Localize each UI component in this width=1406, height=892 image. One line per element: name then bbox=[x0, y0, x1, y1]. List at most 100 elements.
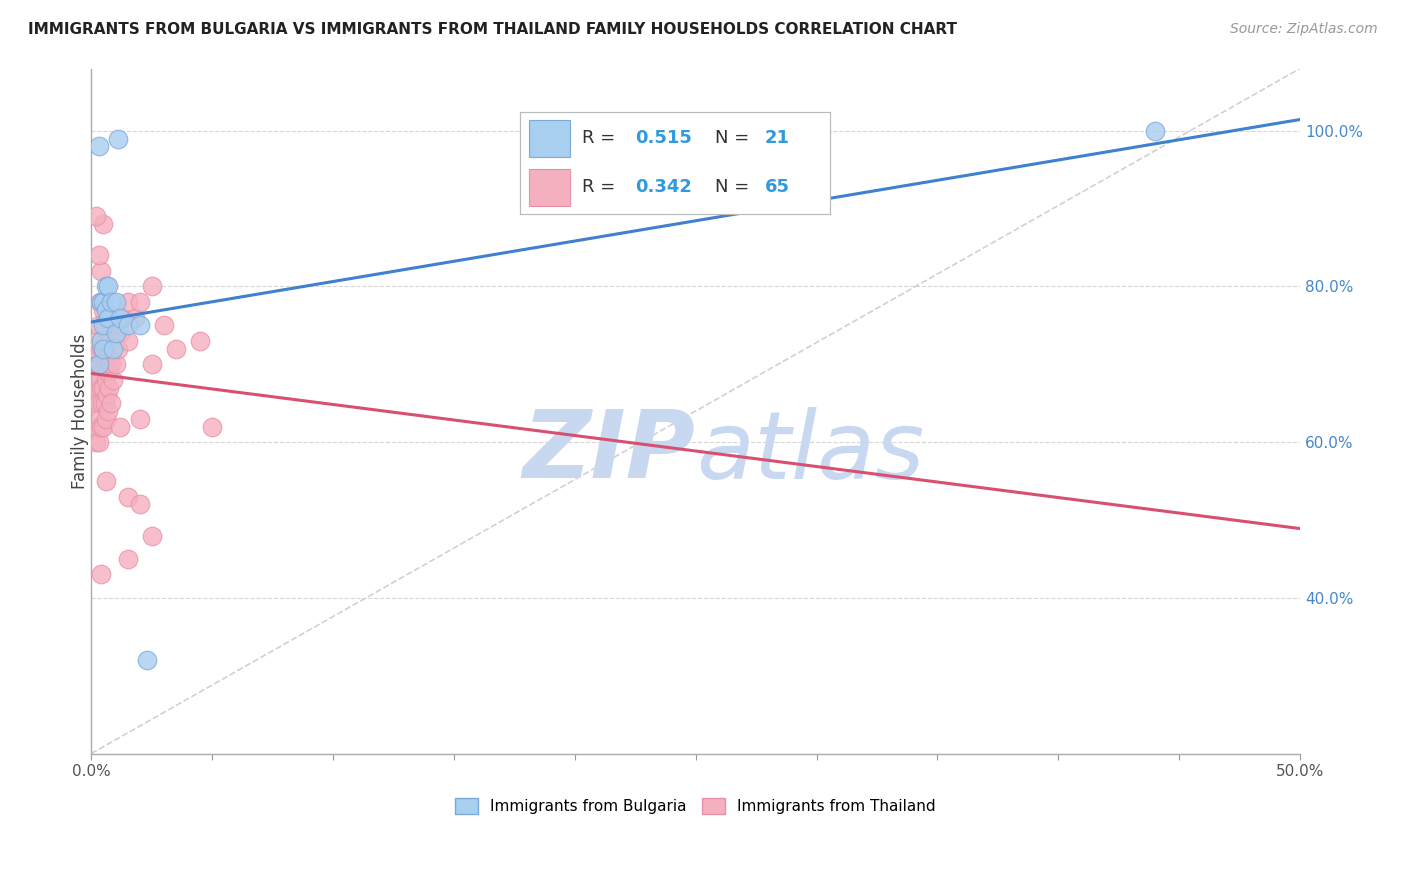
Point bbox=[97, 310, 120, 325]
Point bbox=[101, 342, 124, 356]
Point bbox=[110, 326, 132, 341]
Point bbox=[110, 310, 132, 325]
Text: IMMIGRANTS FROM BULGARIA VS IMMIGRANTS FROM THAILAND FAMILY HOUSEHOLDS CORRELATI: IMMIGRANTS FROM BULGARIA VS IMMIGRANTS F… bbox=[28, 22, 957, 37]
Point bbox=[84, 373, 107, 387]
Point bbox=[104, 318, 127, 333]
Point bbox=[84, 388, 107, 402]
Text: ZIP: ZIP bbox=[523, 406, 696, 498]
Point bbox=[128, 497, 150, 511]
Point bbox=[89, 295, 111, 310]
Point bbox=[90, 264, 112, 278]
Point bbox=[153, 318, 176, 333]
Point bbox=[93, 318, 115, 333]
Point bbox=[86, 419, 108, 434]
Point bbox=[94, 474, 117, 488]
Point bbox=[100, 396, 122, 410]
Text: 21: 21 bbox=[765, 129, 790, 147]
Text: 65: 65 bbox=[765, 178, 790, 196]
Point bbox=[117, 318, 139, 333]
Point bbox=[117, 334, 139, 348]
Point bbox=[104, 357, 127, 371]
Point bbox=[89, 412, 111, 426]
Point bbox=[94, 334, 117, 348]
Point bbox=[107, 131, 129, 145]
Point bbox=[84, 342, 107, 356]
Point bbox=[93, 357, 115, 371]
Point bbox=[128, 318, 150, 333]
Point bbox=[93, 342, 115, 356]
Point bbox=[90, 419, 112, 434]
Point bbox=[84, 435, 107, 450]
Point bbox=[87, 139, 110, 153]
Point bbox=[94, 412, 117, 426]
Point bbox=[90, 295, 112, 310]
Point bbox=[100, 357, 122, 371]
Point bbox=[86, 334, 108, 348]
Point bbox=[201, 419, 224, 434]
Point bbox=[93, 381, 115, 395]
Legend: Immigrants from Bulgaria, Immigrants from Thailand: Immigrants from Bulgaria, Immigrants fro… bbox=[456, 798, 936, 814]
Text: 0.342: 0.342 bbox=[634, 178, 692, 196]
Point bbox=[87, 357, 110, 371]
Point bbox=[96, 350, 118, 364]
Y-axis label: Family Households: Family Households bbox=[72, 334, 89, 489]
Point bbox=[86, 381, 108, 395]
Point bbox=[94, 279, 117, 293]
FancyBboxPatch shape bbox=[530, 120, 569, 157]
Point bbox=[141, 528, 163, 542]
Point bbox=[84, 396, 107, 410]
Point bbox=[87, 435, 110, 450]
Text: N =: N = bbox=[716, 129, 755, 147]
Point bbox=[87, 357, 110, 371]
Point bbox=[100, 295, 122, 310]
Text: R =: R = bbox=[582, 178, 621, 196]
Point bbox=[128, 412, 150, 426]
Point bbox=[93, 302, 115, 317]
Point bbox=[98, 381, 121, 395]
Point bbox=[91, 396, 114, 410]
Point bbox=[97, 404, 120, 418]
Point bbox=[117, 295, 139, 310]
Point bbox=[128, 295, 150, 310]
Point bbox=[117, 552, 139, 566]
Point bbox=[84, 210, 107, 224]
Text: atlas: atlas bbox=[696, 407, 924, 498]
Point bbox=[93, 396, 115, 410]
Point bbox=[90, 334, 112, 348]
Point bbox=[124, 310, 146, 325]
Point bbox=[110, 419, 132, 434]
Point bbox=[111, 310, 134, 325]
Point bbox=[90, 567, 112, 582]
Point bbox=[188, 334, 211, 348]
Text: Source: ZipAtlas.com: Source: ZipAtlas.com bbox=[1230, 22, 1378, 37]
Point bbox=[91, 357, 114, 371]
Text: 0.515: 0.515 bbox=[634, 129, 692, 147]
Point bbox=[93, 318, 115, 333]
Point bbox=[104, 326, 127, 341]
Point bbox=[97, 365, 120, 379]
Point bbox=[141, 357, 163, 371]
Point bbox=[87, 318, 110, 333]
Point bbox=[96, 388, 118, 402]
Point bbox=[87, 248, 110, 262]
Point bbox=[136, 653, 159, 667]
Point bbox=[107, 342, 129, 356]
Point bbox=[97, 279, 120, 293]
Point bbox=[90, 342, 112, 356]
Point bbox=[1143, 124, 1166, 138]
Point bbox=[94, 302, 117, 317]
Point bbox=[141, 279, 163, 293]
Text: R =: R = bbox=[582, 129, 621, 147]
Point bbox=[93, 342, 115, 356]
Point bbox=[117, 490, 139, 504]
Point bbox=[87, 396, 110, 410]
Point bbox=[93, 419, 115, 434]
Point bbox=[104, 295, 127, 310]
Point bbox=[165, 342, 187, 356]
FancyBboxPatch shape bbox=[530, 169, 569, 206]
Point bbox=[93, 217, 115, 231]
Point bbox=[93, 295, 115, 310]
Point bbox=[94, 373, 117, 387]
Point bbox=[90, 381, 112, 395]
Point bbox=[101, 373, 124, 387]
